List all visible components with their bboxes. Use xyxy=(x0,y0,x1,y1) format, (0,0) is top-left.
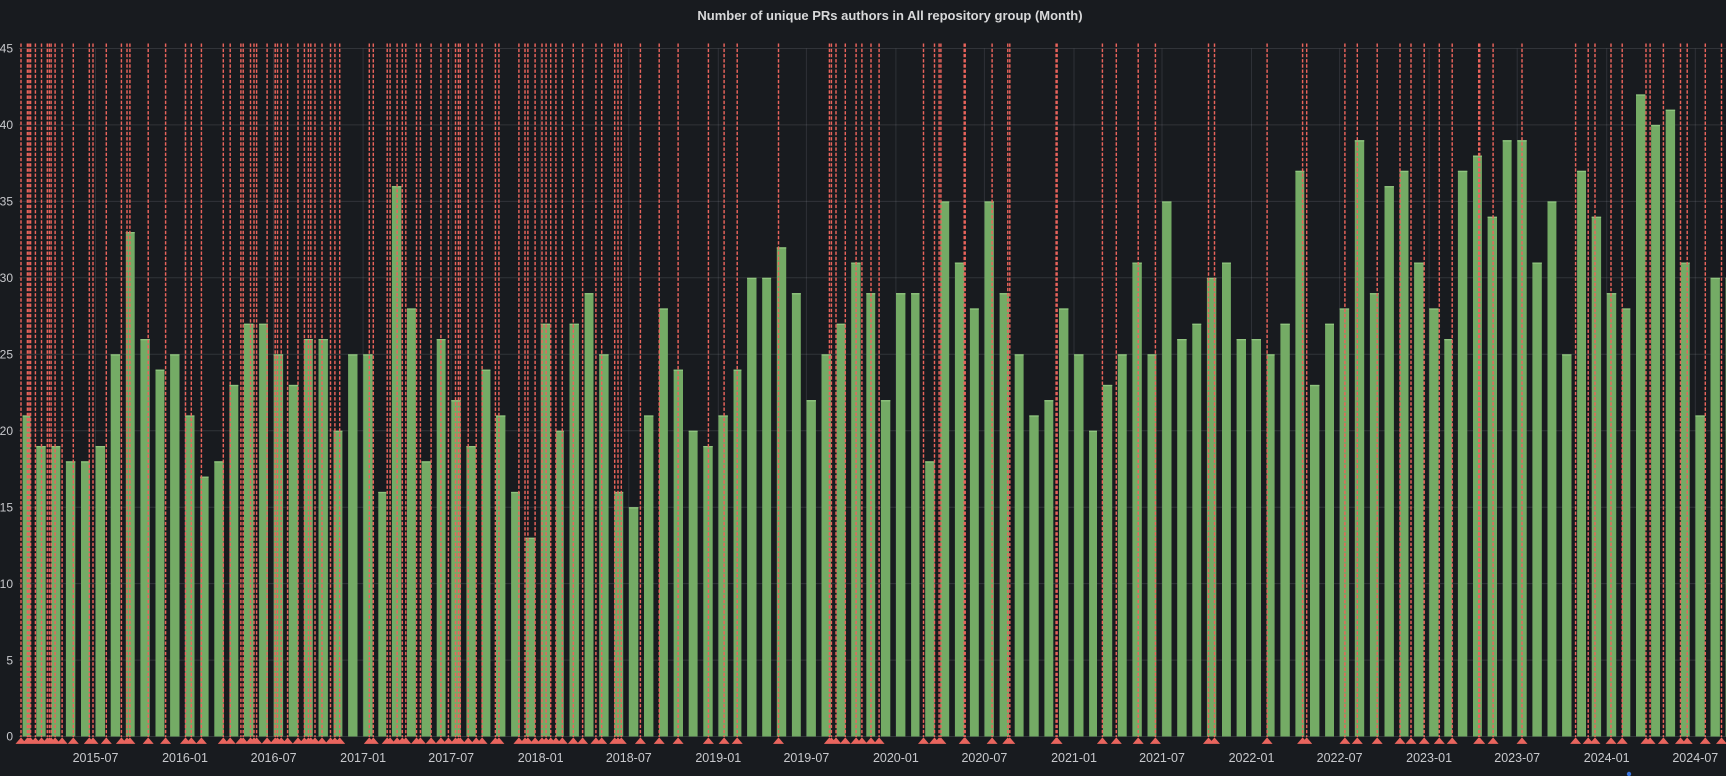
svg-text:2020-01: 2020-01 xyxy=(873,751,919,765)
svg-text:40: 40 xyxy=(0,118,13,132)
svg-text:2020-07: 2020-07 xyxy=(961,751,1007,765)
svg-text:2017-07: 2017-07 xyxy=(428,751,474,765)
svg-text:2022-07: 2022-07 xyxy=(1317,751,1363,765)
svg-text:20: 20 xyxy=(0,424,13,438)
svg-text:2019-07: 2019-07 xyxy=(783,751,829,765)
svg-text:25: 25 xyxy=(0,348,13,362)
svg-text:2021-07: 2021-07 xyxy=(1139,751,1185,765)
svg-text:2016-07: 2016-07 xyxy=(251,751,297,765)
svg-text:2015-07: 2015-07 xyxy=(73,751,119,765)
svg-text:10: 10 xyxy=(0,577,13,591)
svg-text:35: 35 xyxy=(0,195,13,209)
svg-text:0: 0 xyxy=(6,730,13,744)
svg-text:2018-01: 2018-01 xyxy=(518,751,564,765)
svg-text:Number of unique PRs authors i: Number of unique PRs authors in All repo… xyxy=(697,8,1082,23)
svg-text:2021-01: 2021-01 xyxy=(1051,751,1097,765)
svg-text:45: 45 xyxy=(0,42,13,56)
svg-text:5: 5 xyxy=(6,653,13,667)
svg-text:30: 30 xyxy=(0,271,13,285)
svg-text:2019-01: 2019-01 xyxy=(695,751,741,765)
svg-text:2023-07: 2023-07 xyxy=(1494,751,1540,765)
svg-text:2024-01: 2024-01 xyxy=(1584,751,1630,765)
svg-text:2018-07: 2018-07 xyxy=(606,751,652,765)
svg-text:2024-07: 2024-07 xyxy=(1672,751,1718,765)
svg-text:2022-01: 2022-01 xyxy=(1229,751,1275,765)
svg-text:2023-01: 2023-01 xyxy=(1406,751,1452,765)
svg-text:2016-01: 2016-01 xyxy=(162,751,208,765)
svg-text:15: 15 xyxy=(0,500,13,514)
svg-text:2017-01: 2017-01 xyxy=(340,751,386,765)
